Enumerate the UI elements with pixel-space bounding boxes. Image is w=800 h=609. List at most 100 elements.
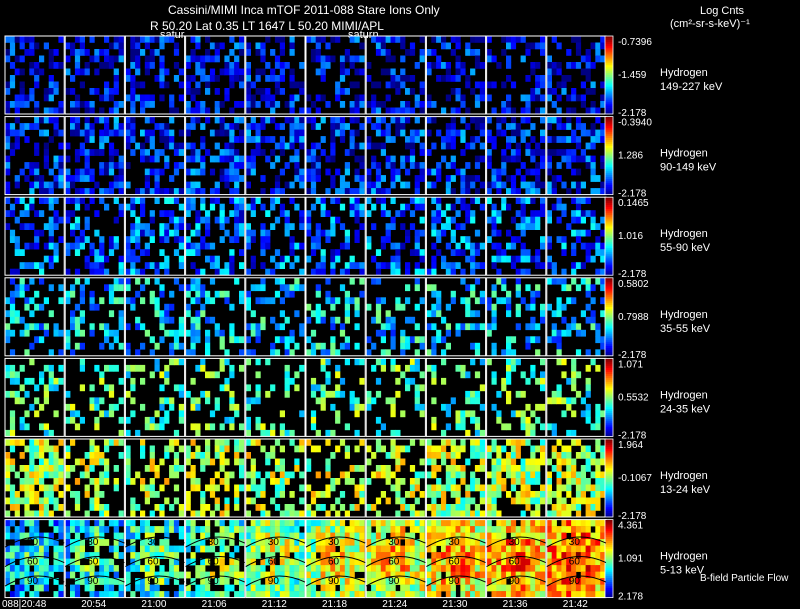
heatmap-cell bbox=[349, 504, 355, 511]
heatmap-cell bbox=[520, 129, 526, 137]
row-species-label: Hydrogen bbox=[660, 470, 708, 482]
heatmap-cell bbox=[436, 175, 442, 182]
heatmap-cell bbox=[310, 329, 317, 337]
heatmap-cell bbox=[540, 210, 546, 217]
heatmap-cell bbox=[74, 526, 81, 533]
heatmap-cell bbox=[205, 81, 211, 89]
heatmap-cell bbox=[239, 336, 245, 344]
heatmap-cell bbox=[325, 539, 331, 546]
heatmap-cell bbox=[486, 329, 492, 337]
heatmap-cell bbox=[414, 236, 420, 243]
heatmap-cell bbox=[260, 88, 266, 95]
colorbar-segment bbox=[605, 387, 613, 391]
heatmap-cell bbox=[250, 526, 256, 533]
heatmap-cell bbox=[359, 155, 365, 163]
colorbar-units: (cm²-sr-s-keV)⁻¹ bbox=[670, 18, 750, 30]
heatmap-cell bbox=[575, 452, 582, 459]
heatmap-cell bbox=[159, 123, 165, 130]
heatmap-cell bbox=[551, 329, 557, 337]
colorbar-segment bbox=[605, 226, 613, 229]
heatmap-cell bbox=[185, 390, 191, 398]
heatmap-cell bbox=[149, 371, 155, 379]
heatmap-cell bbox=[224, 62, 230, 69]
heatmap-cell bbox=[239, 175, 245, 182]
heatmap-cell bbox=[445, 242, 451, 250]
panel-frame bbox=[486, 277, 547, 357]
heatmap-cell bbox=[209, 371, 216, 379]
heatmap-cell bbox=[234, 526, 240, 533]
heatmap-cell bbox=[445, 129, 451, 137]
heatmap-cell bbox=[385, 223, 391, 230]
heatmap-cell bbox=[173, 526, 180, 533]
heatmap-cell bbox=[99, 377, 105, 385]
heatmap-cell bbox=[250, 229, 256, 237]
heatmap-cell bbox=[190, 452, 196, 459]
heatmap-cell bbox=[441, 349, 447, 357]
heatmap-cell bbox=[224, 268, 230, 276]
heatmap-cell bbox=[325, 42, 331, 50]
heatmap-cell bbox=[65, 242, 71, 250]
heatmap-cell bbox=[590, 223, 596, 230]
colorbar-segment bbox=[605, 94, 613, 97]
heatmap-cell bbox=[9, 439, 16, 446]
heatmap-cell bbox=[34, 210, 40, 217]
colorbar-segment bbox=[605, 418, 613, 422]
heatmap-cell bbox=[99, 142, 105, 150]
heatmap-cell bbox=[315, 142, 321, 150]
heatmap-cell bbox=[455, 210, 461, 217]
heatmap-cell bbox=[74, 223, 81, 230]
heatmap-cell bbox=[600, 284, 606, 292]
heatmap-cell bbox=[53, 484, 59, 492]
heatmap-cell bbox=[289, 329, 295, 337]
heatmap-cell bbox=[501, 181, 507, 189]
heatmap-cell bbox=[239, 578, 245, 585]
heatmap-cell bbox=[284, 578, 290, 585]
colorbar-segment bbox=[605, 100, 613, 103]
heatmap-cell bbox=[320, 94, 326, 102]
heatmap-cell bbox=[99, 471, 105, 479]
heatmap-cell bbox=[234, 42, 240, 50]
heatmap-cell bbox=[510, 116, 517, 124]
heatmap-cell bbox=[159, 526, 165, 533]
colorbar-segment bbox=[605, 305, 613, 308]
heatmap-cell bbox=[339, 175, 346, 182]
heatmap-cell bbox=[9, 552, 16, 559]
heatmap-cell bbox=[29, 491, 35, 498]
heatmap-cell bbox=[600, 255, 606, 263]
heatmap-cell bbox=[48, 242, 54, 250]
heatmap-cell bbox=[274, 101, 281, 108]
heatmap-cell bbox=[99, 242, 105, 250]
heatmap-cell bbox=[169, 526, 175, 533]
heatmap-cell bbox=[310, 565, 317, 572]
heatmap-cell bbox=[164, 229, 170, 237]
heatmap-cell bbox=[239, 129, 245, 137]
heatmap-cell bbox=[39, 303, 45, 311]
heatmap-cell bbox=[445, 223, 451, 230]
heatmap-cell bbox=[590, 123, 596, 130]
colorbar-segment bbox=[605, 366, 613, 369]
heatmap-cell bbox=[190, 558, 196, 566]
heatmap-cell bbox=[450, 162, 456, 169]
heatmap-cell bbox=[195, 297, 201, 305]
heatmap-cell bbox=[29, 558, 35, 566]
heatmap-cell bbox=[335, 123, 341, 130]
heatmap-cell bbox=[125, 526, 131, 533]
heatmap-cell bbox=[234, 62, 240, 69]
heatmap-cell bbox=[144, 465, 150, 472]
heatmap-cell bbox=[169, 465, 175, 472]
colorbar-segment bbox=[605, 293, 613, 296]
heatmap-cell bbox=[149, 297, 155, 305]
heatmap-cell bbox=[409, 197, 416, 204]
heatmap-cell bbox=[595, 471, 601, 479]
heatmap-cell bbox=[530, 497, 536, 505]
heatmap-cell bbox=[294, 162, 300, 169]
panel-frame bbox=[124, 519, 186, 599]
heatmap-cell bbox=[501, 149, 507, 156]
heatmap-cell bbox=[315, 429, 321, 437]
heatmap-cell bbox=[409, 439, 416, 446]
heatmap-cell bbox=[460, 175, 466, 182]
heatmap-cell bbox=[510, 155, 517, 163]
heatmap-cell bbox=[144, 532, 150, 540]
heatmap-cell bbox=[229, 397, 235, 405]
heatmap-cell bbox=[245, 452, 251, 459]
